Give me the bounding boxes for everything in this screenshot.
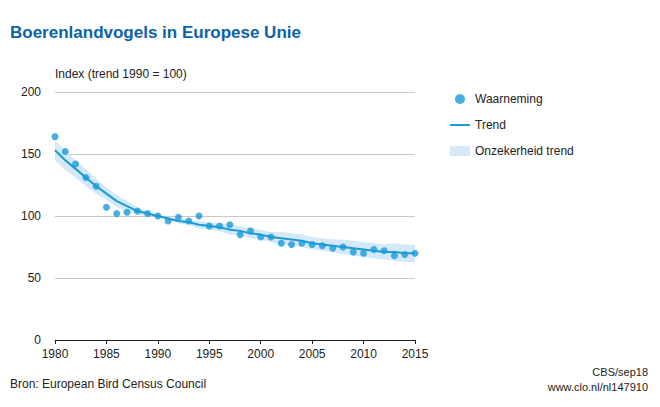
svg-text:Waarneming: Waarneming bbox=[475, 92, 543, 106]
svg-text:Onzekerheid trend: Onzekerheid trend bbox=[475, 144, 574, 158]
svg-text:1980: 1980 bbox=[42, 347, 69, 361]
svg-text:50: 50 bbox=[28, 271, 42, 285]
svg-text:0: 0 bbox=[34, 333, 41, 347]
svg-text:www.clo.nl/nl147910: www.clo.nl/nl147910 bbox=[547, 381, 648, 393]
svg-text:2010: 2010 bbox=[350, 347, 377, 361]
svg-text:Boerenlandvogels in Europese U: Boerenlandvogels in Europese Unie bbox=[10, 23, 301, 42]
svg-text:Trend: Trend bbox=[475, 118, 506, 132]
svg-text:2000: 2000 bbox=[247, 347, 274, 361]
svg-text:200: 200 bbox=[21, 85, 41, 99]
svg-text:1995: 1995 bbox=[196, 347, 223, 361]
svg-text:Index (trend 1990 = 100): Index (trend 1990 = 100) bbox=[55, 67, 187, 81]
svg-text:2005: 2005 bbox=[299, 347, 326, 361]
svg-text:2015: 2015 bbox=[402, 347, 429, 361]
svg-text:Bron: European Bird Census Cou: Bron: European Bird Census Council bbox=[10, 377, 206, 391]
svg-text:150: 150 bbox=[21, 147, 41, 161]
svg-text:1990: 1990 bbox=[145, 347, 172, 361]
svg-text:100: 100 bbox=[21, 209, 41, 223]
svg-text:CBS/sep18: CBS/sep18 bbox=[592, 366, 648, 378]
svg-text:1985: 1985 bbox=[93, 347, 120, 361]
